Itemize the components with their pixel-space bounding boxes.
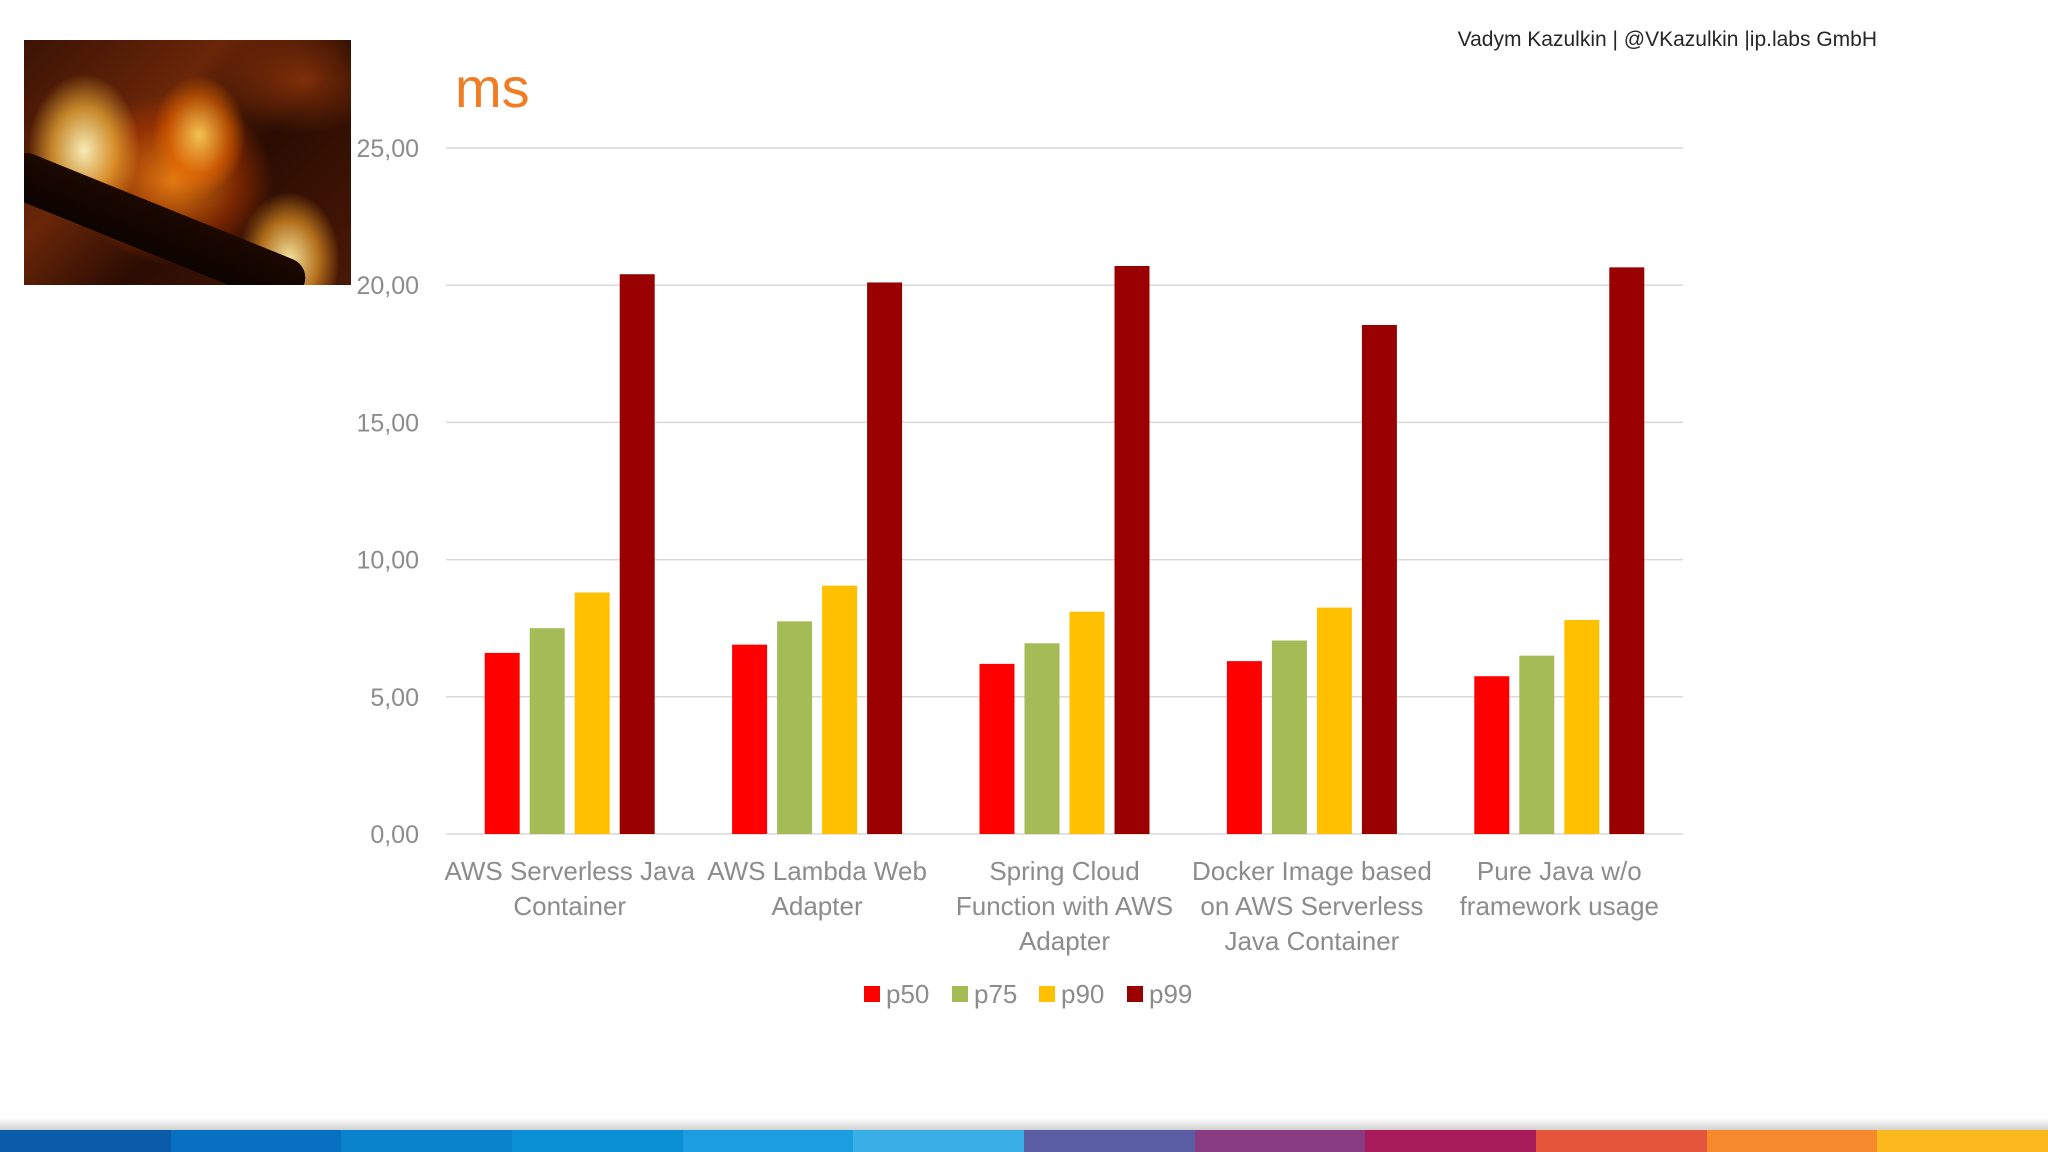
x-tick-label: Adapter [772,891,863,921]
footer-color-strip [0,1130,2048,1152]
chart-title: ms [455,56,530,119]
bar-p75 [1271,640,1307,834]
x-tick-label: AWS Serverless Java [444,856,695,886]
bar-p75 [1519,655,1555,834]
footer-strip-segment [1024,1130,1195,1152]
x-tick-label: on AWS Serverless [1200,891,1423,921]
footer-strip-segment [1706,1130,1878,1152]
x-tick-label: Spring Cloud [989,856,1139,886]
legend-label-p75: p75 [974,979,1017,1009]
footer-strip-segment [0,1130,171,1152]
x-tick-label: framework usage [1460,891,1659,921]
bar-p75 [1024,643,1060,834]
y-tick-label: 0,00 [370,821,419,849]
x-tick-label: Java Container [1224,926,1399,956]
footer-strip-segment [682,1130,854,1152]
x-tick-label: AWS Lambda Web [707,856,927,886]
legend-swatch-p99 [1127,986,1143,1002]
footer-strip-segment [512,1130,683,1152]
bar-p75 [777,621,813,834]
x-tick-label: Adapter [1019,926,1110,956]
bar-p75 [529,628,565,834]
legend-swatch-p75 [952,986,968,1002]
legend-swatch-p90 [1039,986,1055,1002]
footer-strip-shadow [0,1118,2048,1130]
footer-strip-segment [1536,1130,1707,1152]
bar-p90 [1069,611,1105,834]
footer-strip-segment [853,1130,1025,1152]
footer-strip-segment [341,1130,513,1152]
footer-strip-segment [1365,1130,1537,1152]
fire-photo [24,40,351,285]
legend-label-p50: p50 [886,979,929,1009]
bar-p50 [732,644,768,834]
bar-p99 [619,274,655,834]
footer-strip-segment [1194,1130,1366,1152]
footer-strip-segment [1877,1130,2048,1152]
x-tick-label: Function with AWS [956,891,1173,921]
footer-strip-segment [170,1130,342,1152]
bar-p99 [1361,324,1397,834]
legend-label-p90: p90 [1061,979,1104,1009]
bar-p50 [484,652,520,834]
bar-p90 [822,585,858,834]
y-tick-label: 15,00 [356,409,419,437]
bar-p99 [1114,265,1150,834]
legend-label-p99: p99 [1149,979,1192,1009]
bar-p50 [1226,661,1262,834]
bar-p99 [867,282,903,834]
header-credit: Vadym Kazulkin | @VKazulkin |ip.labs Gmb… [1457,28,1877,51]
y-tick-label: 5,00 [370,684,419,712]
bar-p90 [1316,607,1352,834]
y-tick-label: 20,00 [356,272,419,300]
y-tick-label: 25,00 [356,135,419,163]
x-tick-label: Container [513,891,626,921]
x-tick-label: Pure Java w/o [1477,856,1642,886]
x-tick-label: Docker Image based [1192,856,1432,886]
legend-swatch-p50 [864,986,880,1002]
y-tick-label: 10,00 [356,547,419,575]
bar-p90 [574,592,610,834]
bar-p50 [1474,676,1510,834]
bar-p50 [979,663,1015,834]
bar-p90 [1564,619,1600,834]
bar-p99 [1609,267,1645,834]
